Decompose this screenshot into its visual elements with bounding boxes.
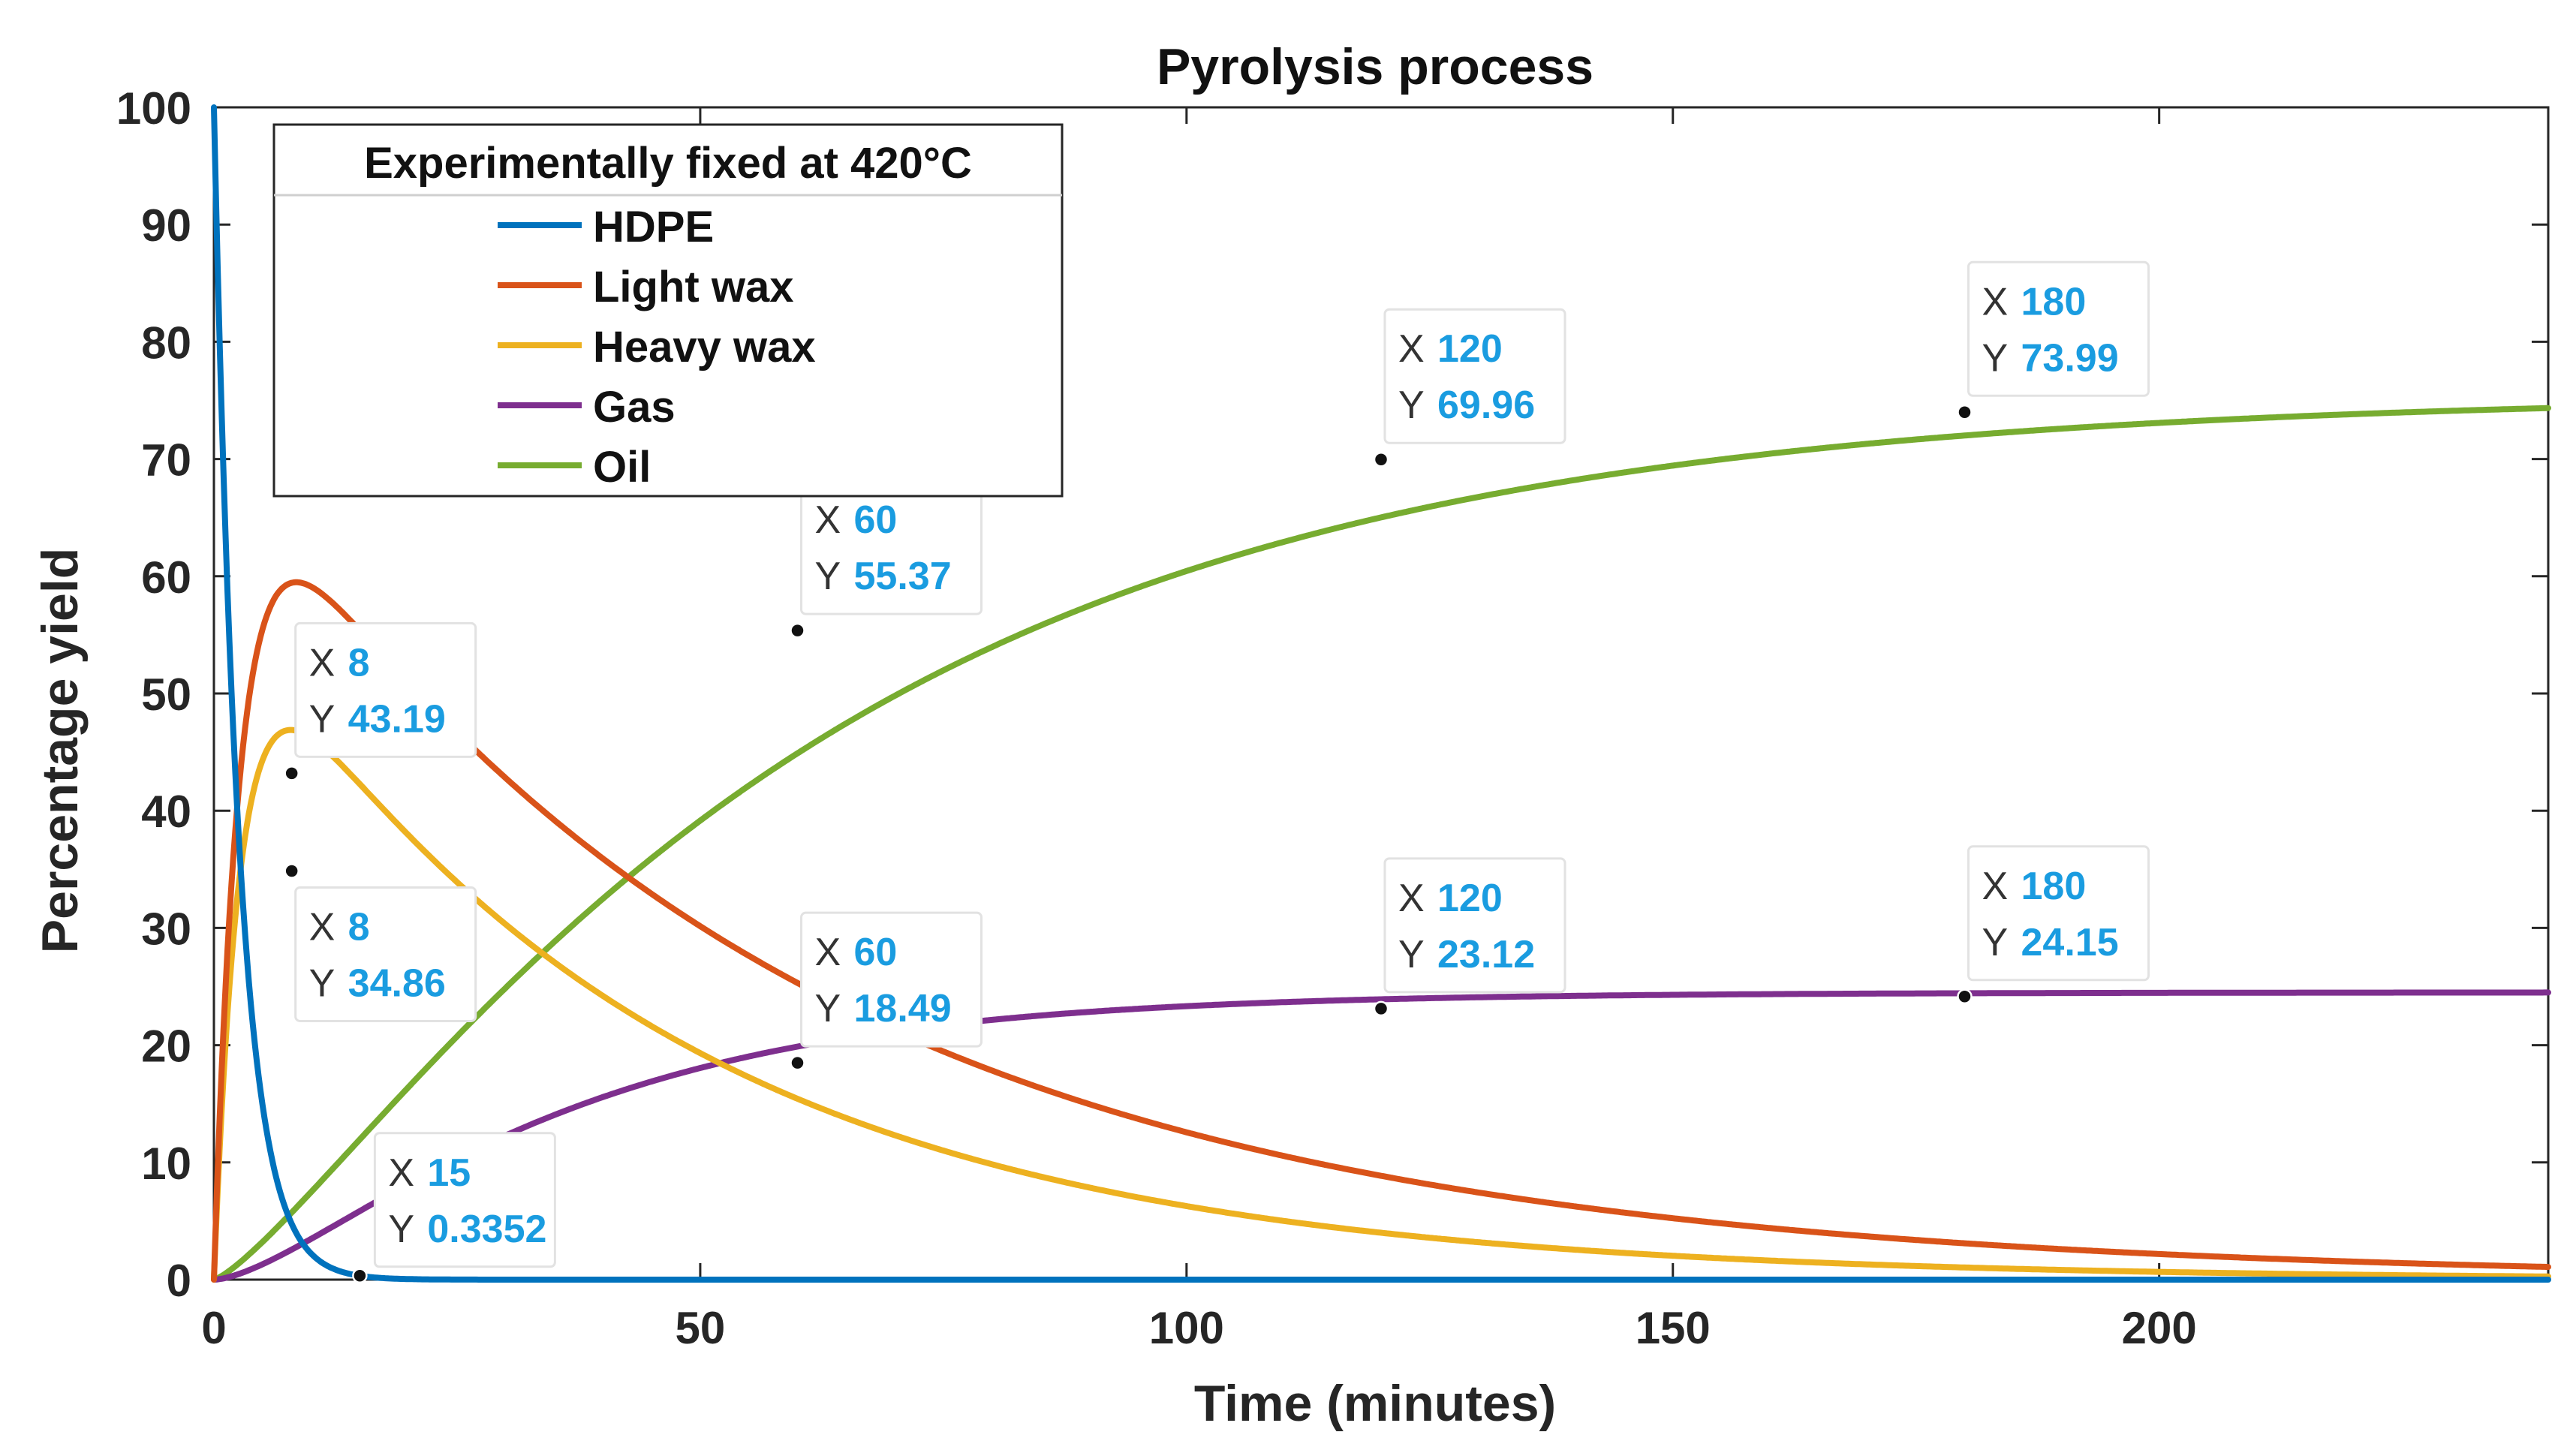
- datatip-y-value: 18.49: [854, 987, 952, 1030]
- datatip-x-label: X: [309, 905, 336, 949]
- datatip-x-label: X: [1398, 327, 1425, 371]
- datatip-y-label: Y: [1398, 933, 1425, 976]
- datatip: X 8Y 43.19: [284, 621, 477, 781]
- x-tick-label: 200: [2122, 1303, 2197, 1353]
- datatip: X 120 Y 23.12: [1373, 857, 1566, 1017]
- y-tick-label: 0: [167, 1256, 191, 1306]
- datatip-box: [1383, 857, 1566, 994]
- y-tick-label: 60: [141, 552, 191, 603]
- x-axis-label: Time (minutes): [1194, 1375, 1556, 1432]
- datatip: X 180 Y 73.99: [1957, 260, 2150, 420]
- y-tick-label: 50: [141, 669, 191, 720]
- datatip-y-value: 23.12: [1437, 933, 1535, 976]
- y-tick-label: 20: [141, 1021, 191, 1072]
- legend-label-oil: Oil: [593, 443, 651, 492]
- datatip-box: [1383, 308, 1566, 444]
- datatip-marker: [1373, 1000, 1389, 1017]
- datatip-box: [373, 1132, 556, 1268]
- datatip-marker: [352, 1268, 368, 1284]
- datatip-x-label: X: [1398, 877, 1425, 920]
- y-axis-label: Percentage yield: [32, 548, 89, 953]
- datatip: X 15 Y 0.3352: [352, 1132, 556, 1284]
- y-tick-label: 100: [116, 83, 191, 134]
- datatip-y-value: 55.37: [854, 555, 952, 598]
- datatip-x-value: 60: [854, 498, 898, 542]
- datatip-x-value: 60: [854, 931, 898, 974]
- legend: Experimentally fixed at 420°C HDPE Light w…: [272, 123, 1064, 498]
- legend-label-gas: Gas: [593, 383, 676, 432]
- datatip-y-label: Y: [815, 555, 841, 598]
- datatip-x-value: 15: [427, 1151, 471, 1195]
- datatip-y-label: Y: [309, 961, 336, 1005]
- y-tick-label: 30: [141, 904, 191, 954]
- y-tick-label: 10: [141, 1139, 191, 1189]
- y-tick-label: 80: [141, 317, 191, 368]
- datatip-y-value: 43.19: [348, 697, 446, 741]
- datatip-y-label: Y: [1398, 384, 1425, 427]
- datatip-y-value: 0.3352: [427, 1208, 546, 1251]
- legend-label-light-wax: Light wax: [593, 263, 793, 311]
- x-tick-label: 0: [201, 1303, 226, 1353]
- y-tick-label: 40: [141, 787, 191, 837]
- datatip-x-value: 180: [2021, 865, 2087, 908]
- datatip-x-label: X: [388, 1151, 414, 1195]
- series-line-hdpe: [211, 104, 2551, 1283]
- series-line-gas: [211, 989, 2551, 1283]
- legend-label-heavy-wax: Heavy wax: [593, 323, 816, 372]
- axes: 0 10 20 30 40 50 60 70 80 90 100 0 50 100 150 200: [116, 83, 2550, 1353]
- datatip-box: [1967, 845, 2150, 982]
- datatip-marker: [1957, 405, 1973, 420]
- plot-lines: [211, 104, 2551, 1283]
- datatip-box: [800, 911, 983, 1048]
- datatip: X 180 Y 24.15: [1957, 845, 2150, 1005]
- datatip-x-label: X: [1982, 865, 2009, 908]
- datatip: X 8Y 34.86: [284, 863, 477, 1022]
- datatip-x-value: 120: [1437, 877, 1503, 920]
- datatip-marker: [790, 622, 805, 639]
- datatip-x-value: 120: [1437, 327, 1503, 371]
- datatip-marker: [1373, 451, 1389, 468]
- datatip-marker: [284, 863, 299, 879]
- datatip-y-label: Y: [388, 1208, 414, 1251]
- series-line-heavy-wax: [211, 727, 2551, 1283]
- datatip-y-value: 34.86: [348, 961, 446, 1005]
- x-tick-label: 150: [1636, 1303, 1711, 1353]
- y-tick-label: 90: [141, 200, 191, 251]
- datatip-x-value: 8: [348, 905, 370, 949]
- datatip-y-label: Y: [1982, 921, 2009, 964]
- datatip-x-label: X: [1982, 280, 2009, 323]
- series-line-oil: [211, 405, 2551, 1283]
- datatip-x-label: X: [815, 498, 841, 542]
- x-tick-label: 50: [676, 1303, 726, 1353]
- legend-box: [272, 123, 1064, 498]
- datatip-box: [1967, 260, 2150, 397]
- series-line-light-wax: [211, 579, 2551, 1283]
- datatip-box: [294, 621, 477, 758]
- datatip-marker: [790, 1054, 805, 1071]
- x-tick-label: 100: [1149, 1303, 1224, 1353]
- datatip: X 60 Y 55.37: [790, 479, 983, 639]
- datatip-y-value: 73.99: [2021, 336, 2119, 380]
- datatip-box: [294, 886, 477, 1022]
- datatip-x-value: 8: [348, 641, 370, 684]
- datatip-y-label: Y: [815, 987, 841, 1030]
- datatip-x-label: X: [309, 641, 336, 684]
- datatip-x-label: X: [815, 931, 841, 974]
- datatip-marker: [284, 766, 299, 781]
- datatip: X 60 Y 18.49: [790, 911, 983, 1071]
- chart-title: Pyrolysis process: [1157, 38, 1593, 95]
- datatip-y-value: 69.96: [1437, 384, 1535, 427]
- datatip-x-value: 180: [2021, 280, 2087, 323]
- datatip-y-label: Y: [309, 697, 336, 741]
- legend-label-hdpe: HDPE: [593, 203, 714, 251]
- datatip-y-label: Y: [1982, 336, 2009, 380]
- datatip-marker: [1957, 988, 1973, 1005]
- datatip: X 120 Y 69.96: [1373, 308, 1566, 468]
- datatip-y-value: 24.15: [2021, 921, 2119, 964]
- legend-title: Experimentally fixed at 420°C: [364, 139, 972, 188]
- y-tick-label: 70: [141, 435, 191, 486]
